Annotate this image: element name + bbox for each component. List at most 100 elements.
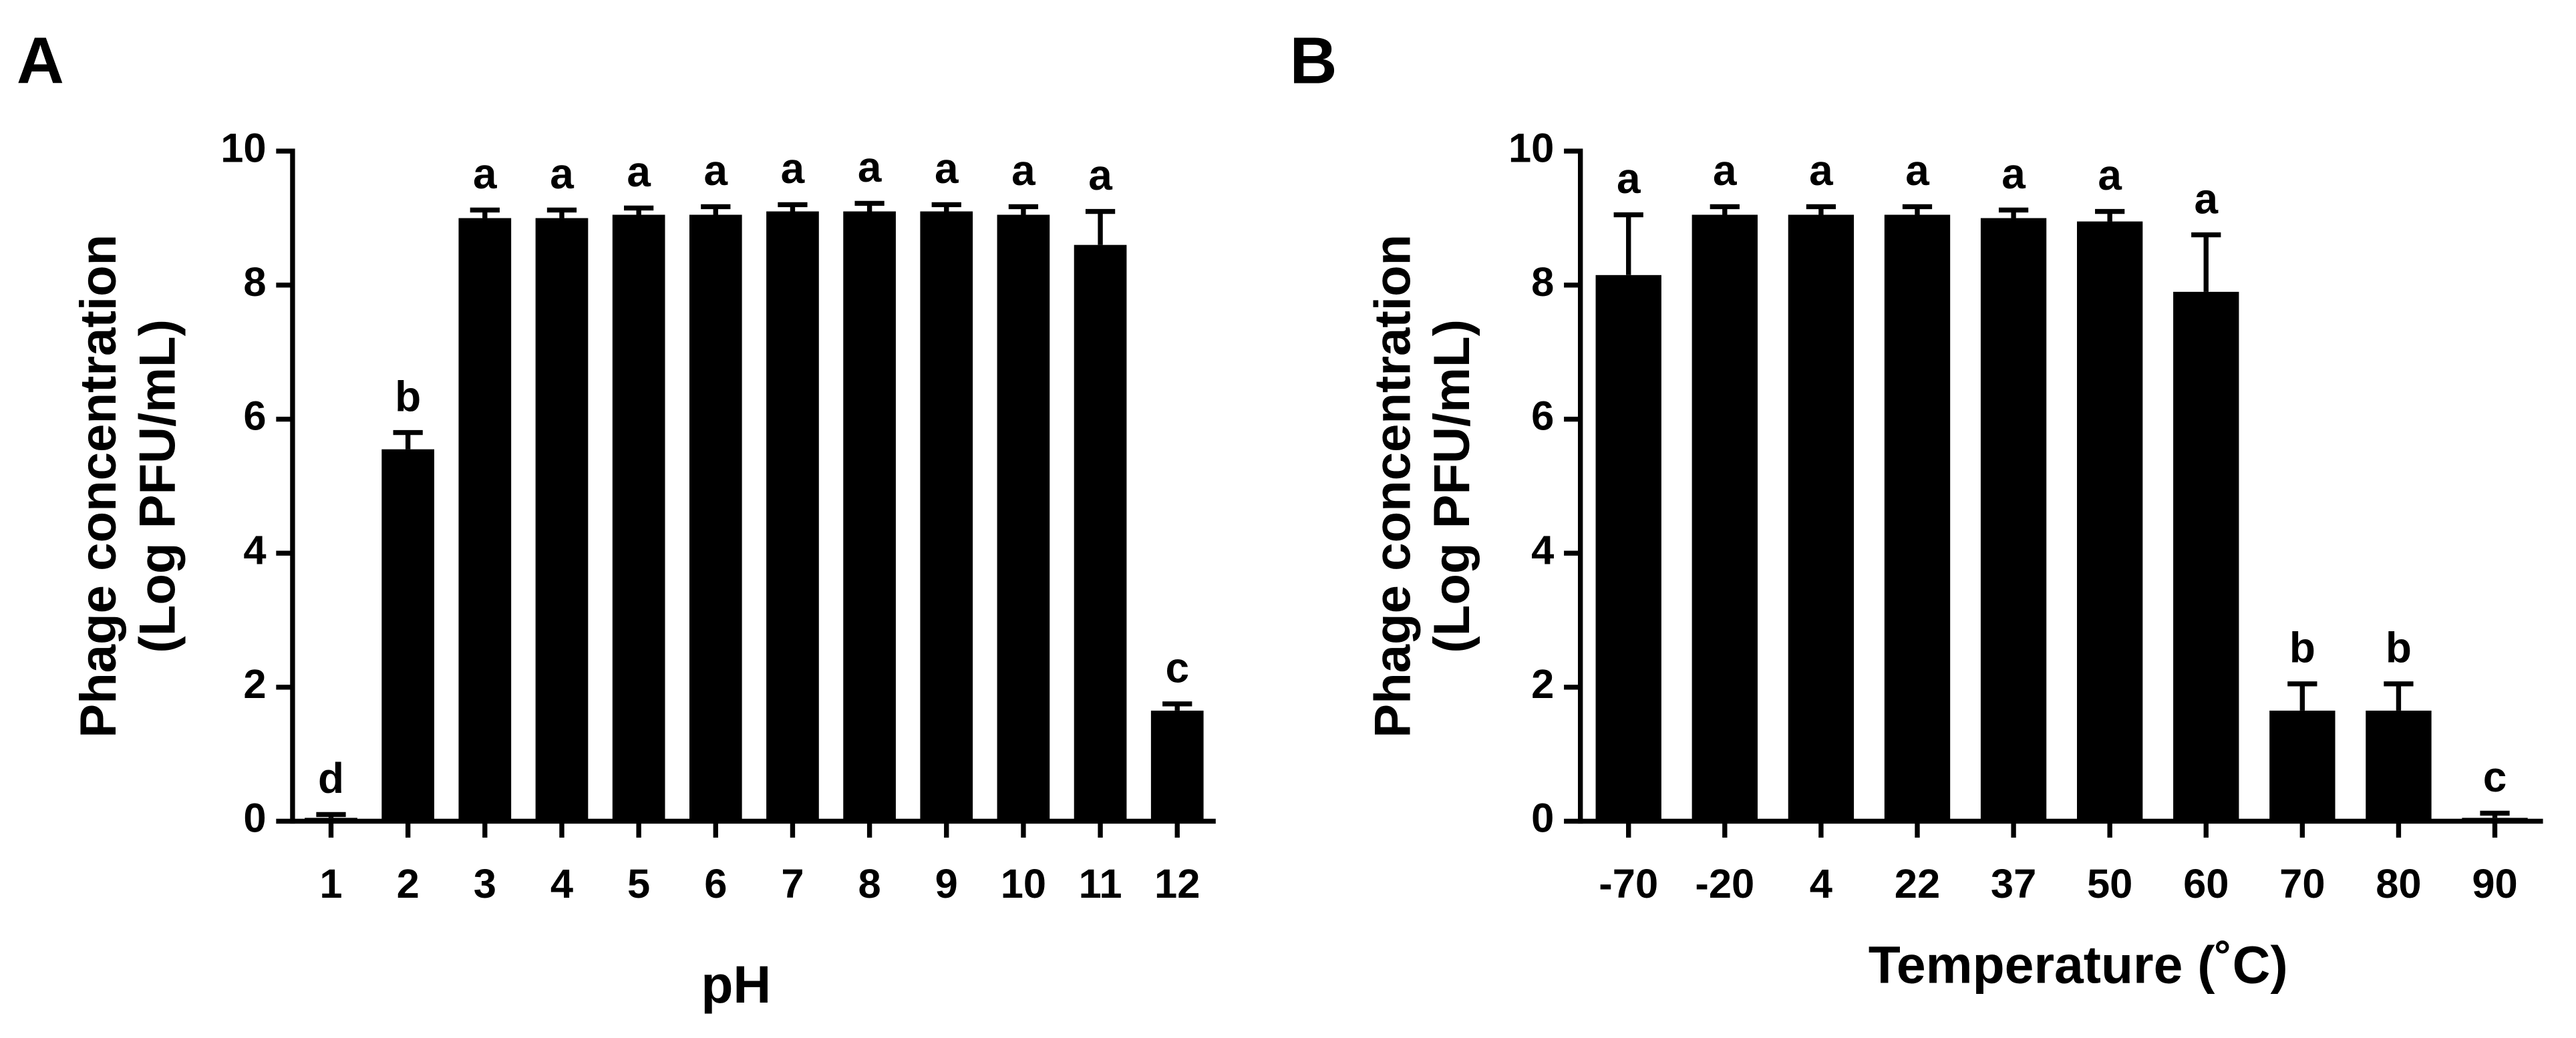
bar	[1595, 275, 1661, 822]
error-bar	[2384, 681, 2414, 711]
y-tick-label: 0	[243, 796, 266, 842]
significance-letter: a	[704, 146, 728, 194]
y-axis-label: Phage concentration	[1364, 234, 1421, 738]
y-tick-label: 2	[1531, 661, 1554, 707]
x-tick-label: 12	[1154, 861, 1200, 907]
bar	[843, 211, 896, 822]
bar	[689, 214, 742, 822]
x-axis-label: Temperature (˚C)	[1869, 936, 2288, 995]
significance-letter: a	[1011, 146, 1035, 194]
x-axis-label: pH	[701, 955, 771, 1014]
error-bar	[624, 205, 654, 215]
significance-letter: a	[1809, 146, 1833, 194]
error-bar	[393, 429, 423, 450]
x-tick-label: -70	[1599, 861, 1658, 907]
bar	[2076, 221, 2143, 822]
significance-letter: c	[2483, 753, 2507, 801]
significance-letter: b	[2289, 623, 2315, 671]
x-tick-label: 2	[397, 861, 420, 907]
significance-letter: a	[1905, 146, 1929, 194]
y-tick-label: 0	[1531, 796, 1554, 842]
significance-letter: a	[1617, 154, 1641, 202]
significance-letter: c	[1165, 644, 1189, 692]
panel-label: B	[1289, 23, 1337, 97]
x-tick-label: 60	[2183, 861, 2229, 907]
x-tick-label: 70	[2279, 861, 2325, 907]
y-axis-label: (Log PFU/mL)	[129, 319, 186, 653]
y-tick-label: 4	[1531, 527, 1554, 573]
x-tick-label: 6	[704, 861, 727, 907]
y-tick-label: 8	[1531, 259, 1554, 305]
x-tick-label: 7	[781, 861, 804, 907]
bar	[458, 218, 512, 822]
x-tick-label: 80	[2376, 861, 2421, 907]
bar	[2366, 710, 2432, 822]
error-bar	[2480, 810, 2510, 818]
y-tick-label: 10	[1508, 125, 1554, 171]
error-bar	[1998, 207, 2029, 218]
x-tick-label: 1	[319, 861, 342, 907]
significance-letter: b	[2386, 623, 2412, 671]
bar	[920, 211, 973, 822]
y-tick-label: 4	[243, 527, 266, 573]
error-bar	[2095, 208, 2125, 222]
error-bar	[2287, 681, 2317, 711]
significance-letter: d	[318, 754, 344, 802]
bar	[997, 214, 1050, 822]
bar	[1884, 214, 1951, 822]
significance-letter: a	[781, 144, 805, 192]
x-tick-label: 5	[627, 861, 650, 907]
significance-letter: a	[627, 148, 651, 196]
x-tick-label: 10	[1001, 861, 1046, 907]
bar	[1980, 218, 2047, 822]
x-tick-label: 8	[858, 861, 881, 907]
bar	[535, 218, 589, 822]
bar	[381, 449, 435, 822]
error-bar	[470, 207, 500, 218]
significance-letter: a	[2194, 174, 2218, 222]
y-tick-label: 2	[243, 661, 266, 707]
significance-letter: b	[395, 372, 421, 420]
bar	[2462, 818, 2528, 822]
error-bar	[931, 202, 961, 212]
x-tick-label: 4	[550, 861, 573, 907]
bar	[1788, 214, 1855, 822]
x-tick-label: 4	[1810, 861, 1832, 907]
y-axis-label: Phage concentration	[70, 234, 127, 738]
error-bar	[1613, 212, 1643, 275]
error-bar	[854, 200, 884, 212]
y-axis-label: (Log PFU/mL)	[1424, 319, 1480, 653]
bar	[2173, 291, 2239, 822]
error-bar	[778, 202, 808, 212]
y-tick-label: 10	[220, 125, 266, 171]
bar	[305, 818, 357, 822]
error-bar	[1008, 204, 1039, 215]
bar	[1074, 244, 1127, 822]
error-bar	[546, 207, 577, 218]
bar	[1692, 214, 1758, 822]
error-bar	[701, 204, 731, 215]
bar	[612, 214, 665, 822]
significance-letter: a	[1713, 146, 1737, 194]
panel-label: A	[17, 23, 64, 97]
significance-letter: a	[935, 144, 959, 192]
x-tick-label: 9	[935, 861, 958, 907]
bar	[766, 211, 819, 822]
x-tick-label: 3	[474, 861, 496, 907]
error-bar	[2191, 232, 2221, 292]
significance-letter: a	[550, 150, 574, 198]
x-tick-label: 90	[2472, 861, 2517, 907]
y-tick-label: 6	[243, 393, 266, 440]
x-tick-label: -20	[1695, 861, 1754, 907]
significance-letter: a	[858, 143, 882, 191]
x-tick-label: 50	[2087, 861, 2132, 907]
y-tick-label: 8	[243, 259, 266, 305]
y-tick-label: 6	[1531, 393, 1554, 440]
error-bar	[1710, 204, 1740, 215]
significance-letter: a	[1088, 151, 1112, 199]
error-bar	[1162, 701, 1192, 711]
significance-letter: a	[2001, 150, 2026, 198]
x-tick-label: 22	[1895, 861, 1940, 907]
error-bar	[1902, 204, 1933, 215]
